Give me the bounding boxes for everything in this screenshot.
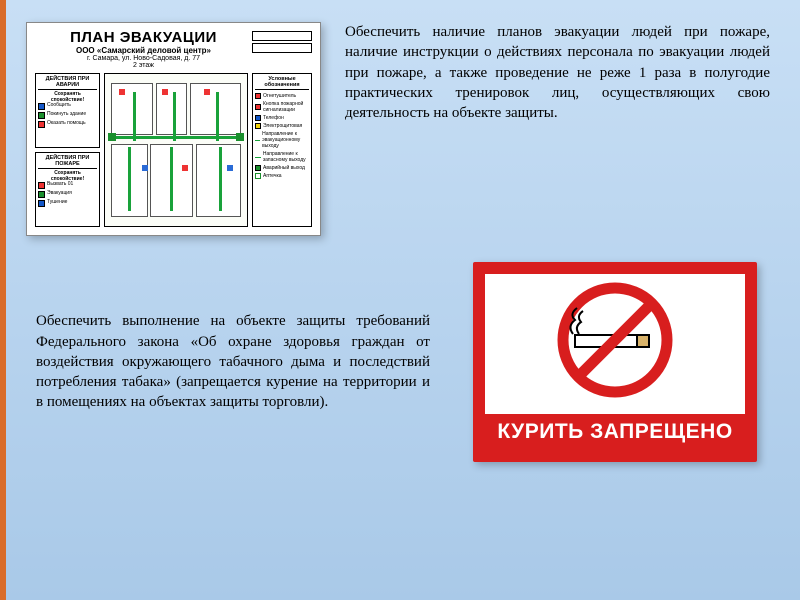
- no-smoking-sign-wrap: КУРИТЬ ЗАПРЕЩЕНО: [460, 262, 770, 462]
- plan-floor: 2 этаж: [35, 62, 252, 69]
- plan-approval-boxes: [252, 29, 312, 53]
- plan-title: ПЛАН ЭВАКУАЦИИ: [35, 29, 252, 46]
- panel-accident-title: ДЕЙСТВИЯ ПРИ АВАРИИ: [38, 76, 97, 90]
- legend-item: Аварийный выход: [263, 165, 305, 171]
- plan-org: ООО «Самарский деловой центр»: [35, 46, 252, 55]
- legend-item: Огнетушитель: [263, 93, 296, 99]
- plan-header: ПЛАН ЭВАКУАЦИИ ООО «Самарский деловой це…: [35, 29, 312, 69]
- plan-actions-column: ДЕЙСТВИЯ ПРИ АВАРИИ Сохранять спокойстви…: [35, 73, 100, 227]
- plan-address: г. Самара, ул. Ново-Садовая, д. 77: [35, 55, 252, 62]
- floorplan: [104, 73, 248, 227]
- panel-fire: ДЕЙСТВИЯ ПРИ ПОЖАРЕ Сохранять спокойстви…: [35, 152, 100, 227]
- plan-legend: Условные обозначения Огнетушитель Кнопка…: [252, 73, 312, 227]
- legend-title: Условные обозначения: [255, 76, 309, 90]
- no-smoking-sign: КУРИТЬ ЗАПРЕЩЕНО: [473, 262, 757, 462]
- legend-item: Кнопка пожарной сигнализации: [263, 101, 309, 113]
- legend-item: Телефон: [263, 115, 284, 121]
- legend-item: Электрощитовая: [263, 123, 302, 129]
- top-row: ПЛАН ЭВАКУАЦИИ ООО «Самарский деловой це…: [6, 0, 800, 236]
- plan-body: ДЕЙСТВИЯ ПРИ АВАРИИ Сохранять спокойстви…: [35, 73, 312, 227]
- panel-accident: ДЕЙСТВИЯ ПРИ АВАРИИ Сохранять спокойстви…: [35, 73, 100, 148]
- paragraph-evacuation: Обеспечить наличие планов эвакуации люде…: [345, 22, 770, 123]
- legend-item: Аптечка: [263, 173, 282, 179]
- panel-fire-title: ДЕЙСТВИЯ ПРИ ПОЖАРЕ: [38, 155, 97, 169]
- no-smoking-label: КУРИТЬ ЗАПРЕЩЕНО: [485, 414, 745, 450]
- no-smoking-icon: [555, 280, 675, 400]
- bottom-row: Обеспечить выполнение на объекте защиты …: [6, 236, 800, 462]
- paragraph-smoking-law: Обеспечить выполнение на объекте защиты …: [36, 311, 430, 412]
- evacuation-plan-card: ПЛАН ЭВАКУАЦИИ ООО «Самарский деловой це…: [26, 22, 321, 236]
- legend-item: Направление к запасному выходу: [263, 151, 309, 163]
- legend-item: Направление к эвакуационному выходу: [262, 131, 309, 149]
